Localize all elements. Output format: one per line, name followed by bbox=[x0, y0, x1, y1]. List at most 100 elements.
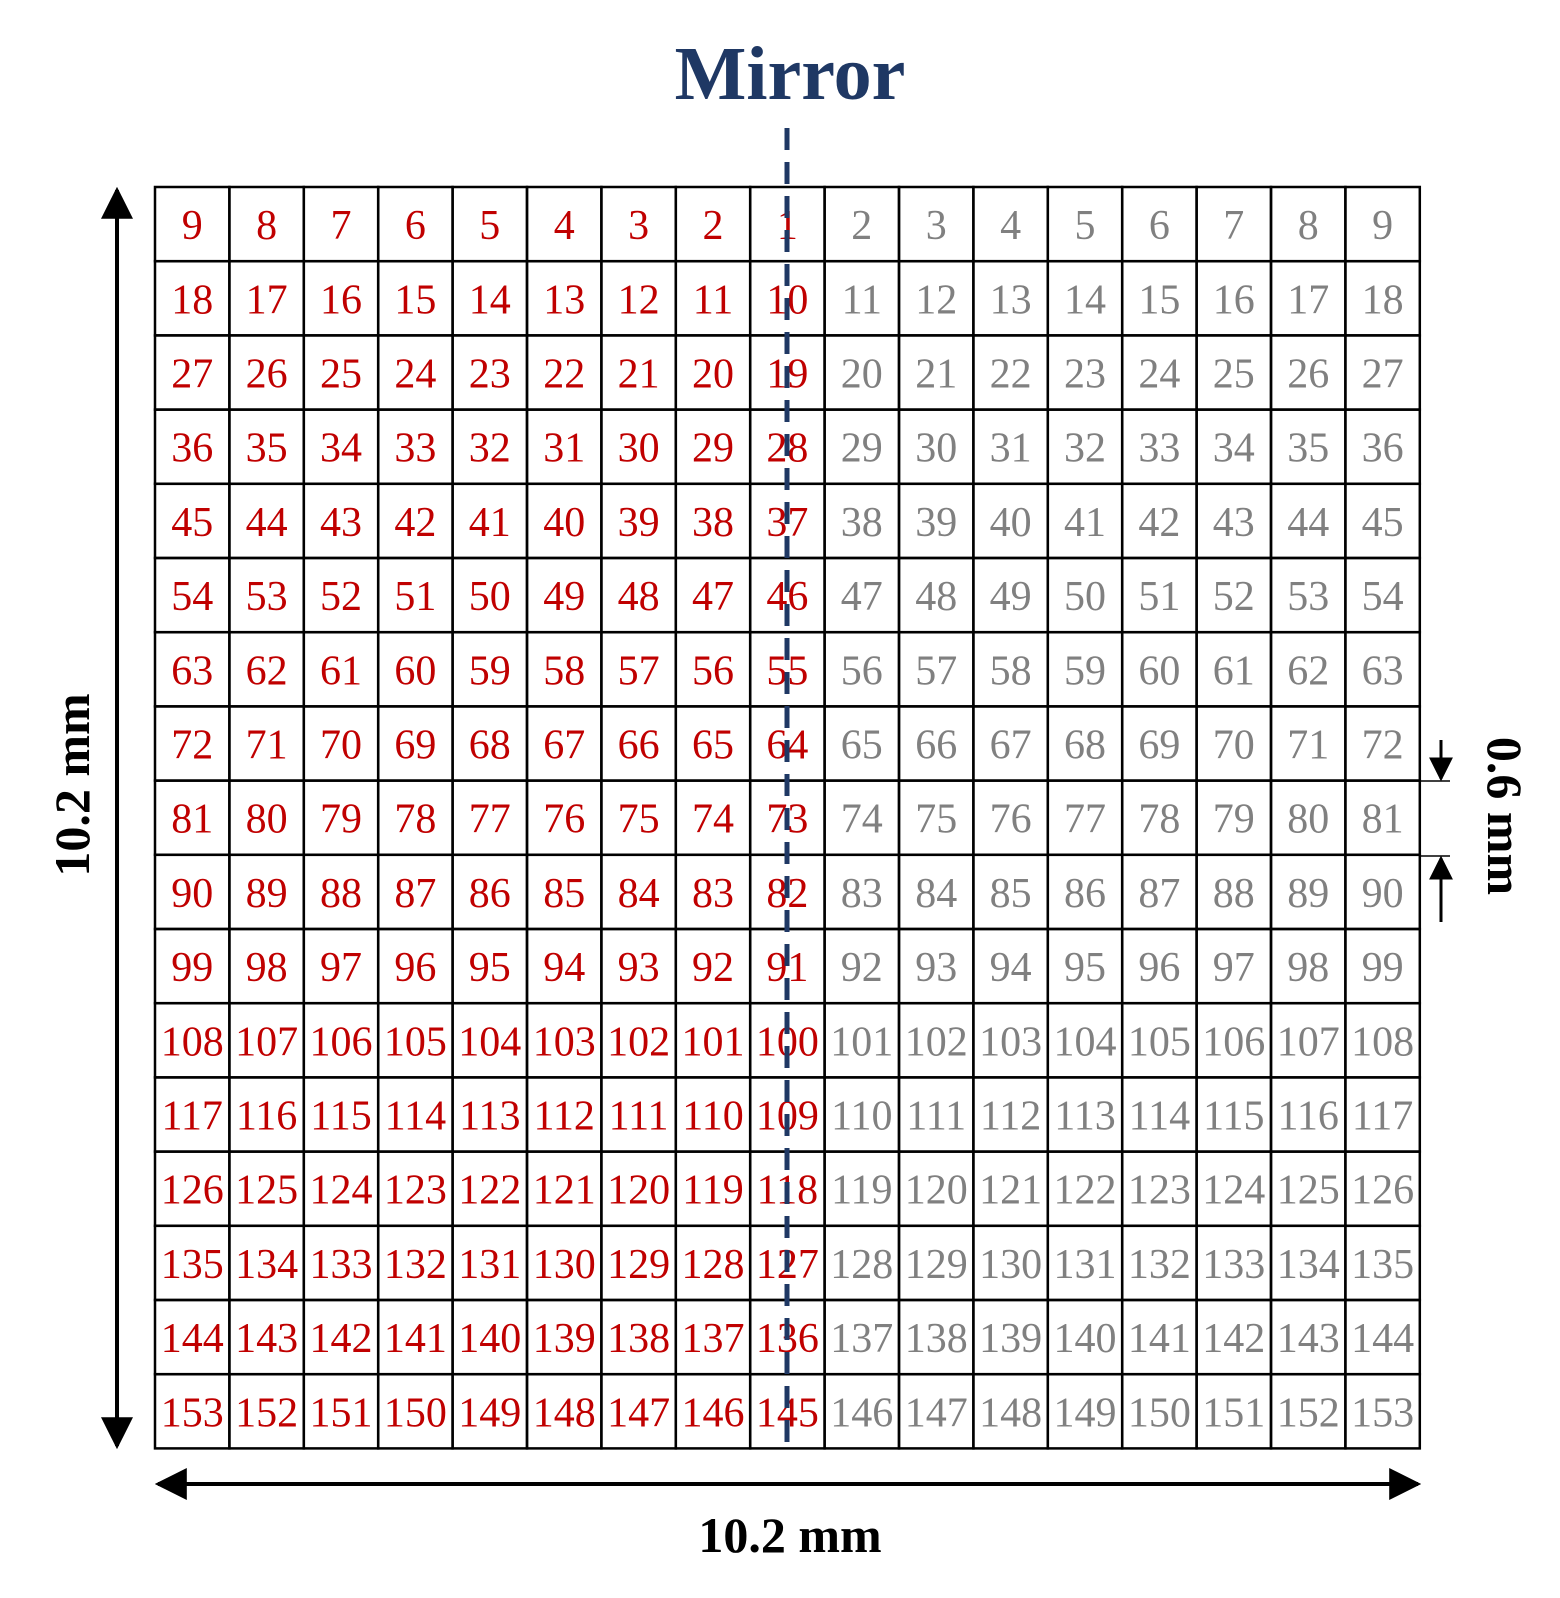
cell-number: 54 bbox=[171, 574, 213, 620]
cell-number: 62 bbox=[246, 648, 288, 694]
cell-number: 128 bbox=[830, 1242, 893, 1288]
cell-number: 39 bbox=[618, 500, 660, 546]
cell-number: 33 bbox=[394, 426, 436, 472]
cell-number: 6 bbox=[405, 203, 426, 249]
cell-number: 133 bbox=[310, 1242, 373, 1288]
cell-number: 3 bbox=[926, 203, 947, 249]
cell-number: 35 bbox=[246, 426, 288, 472]
cell-number: 47 bbox=[841, 574, 883, 620]
cell-number: 97 bbox=[1213, 945, 1255, 991]
cell-number: 9 bbox=[1372, 203, 1393, 249]
cell-number: 99 bbox=[171, 945, 213, 991]
cell-number: 27 bbox=[1362, 352, 1404, 398]
cell-number: 101 bbox=[830, 1019, 893, 1065]
cell-number: 8 bbox=[256, 203, 277, 249]
cell-number: 151 bbox=[310, 1390, 373, 1436]
cell-number: 135 bbox=[161, 1242, 224, 1288]
cell-number: 42 bbox=[394, 500, 436, 546]
cell-number: 57 bbox=[915, 648, 957, 694]
cell-number: 76 bbox=[990, 797, 1032, 843]
cell-number: 141 bbox=[1128, 1316, 1191, 1362]
cell-number: 110 bbox=[831, 1094, 892, 1140]
cell-number: 20 bbox=[841, 352, 883, 398]
cell-number: 140 bbox=[1054, 1316, 1117, 1362]
cell-number: 79 bbox=[1213, 797, 1255, 843]
cell-number: 56 bbox=[841, 648, 883, 694]
cell-number: 30 bbox=[915, 426, 957, 472]
cell-number: 122 bbox=[458, 1168, 521, 1214]
cell-number: 1 bbox=[777, 203, 798, 249]
cell-number: 131 bbox=[458, 1242, 521, 1288]
cell-number: 106 bbox=[1202, 1019, 1265, 1065]
cell-number: 27 bbox=[171, 352, 213, 398]
cell-number: 41 bbox=[469, 500, 511, 546]
cell-number: 141 bbox=[384, 1316, 447, 1362]
cell-number: 144 bbox=[161, 1316, 224, 1362]
cell-number: 92 bbox=[692, 945, 734, 991]
cell-number: 43 bbox=[1213, 500, 1255, 546]
cell-number: 57 bbox=[618, 648, 660, 694]
cell-number: 59 bbox=[469, 648, 511, 694]
cell-number: 115 bbox=[1203, 1094, 1264, 1140]
cell-number: 49 bbox=[990, 574, 1032, 620]
cell-number: 90 bbox=[1362, 871, 1404, 917]
cell-number: 134 bbox=[235, 1242, 298, 1288]
cell-number: 8 bbox=[1298, 203, 1319, 249]
cell-number: 120 bbox=[905, 1168, 968, 1214]
cell-number: 36 bbox=[1362, 426, 1404, 472]
cell-number: 152 bbox=[1277, 1390, 1340, 1436]
cell-number: 92 bbox=[841, 945, 883, 991]
cell-number: 89 bbox=[246, 871, 288, 917]
cell-number: 40 bbox=[990, 500, 1032, 546]
cell-number: 21 bbox=[915, 352, 957, 398]
cell-number: 2 bbox=[851, 203, 872, 249]
cell-number: 93 bbox=[618, 945, 660, 991]
cell-number: 107 bbox=[1277, 1019, 1340, 1065]
cell-number: 95 bbox=[1064, 945, 1106, 991]
cell-number: 146 bbox=[830, 1390, 893, 1436]
cell-number: 23 bbox=[469, 352, 511, 398]
mirror-title: Mirror bbox=[675, 32, 906, 116]
cell-number: 74 bbox=[692, 797, 734, 843]
cell-number: 74 bbox=[841, 797, 883, 843]
cell-number: 152 bbox=[235, 1390, 298, 1436]
cell-number: 153 bbox=[1351, 1390, 1414, 1436]
cell-number: 16 bbox=[320, 277, 362, 323]
cell-number: 94 bbox=[543, 945, 585, 991]
cell-number: 119 bbox=[682, 1168, 743, 1214]
cell-number: 58 bbox=[543, 648, 585, 694]
cell-number: 48 bbox=[915, 574, 957, 620]
cell-number: 7 bbox=[331, 203, 352, 249]
cell-number: 108 bbox=[161, 1019, 224, 1065]
cell-number: 148 bbox=[979, 1390, 1042, 1436]
cell-number: 119 bbox=[831, 1168, 892, 1214]
cell-number: 88 bbox=[1213, 871, 1255, 917]
cell-number: 75 bbox=[618, 797, 660, 843]
cell-number: 139 bbox=[533, 1316, 596, 1362]
cell-number: 22 bbox=[543, 352, 585, 398]
cell-number: 85 bbox=[990, 871, 1032, 917]
cell-number: 147 bbox=[905, 1390, 968, 1436]
cell-number: 48 bbox=[618, 574, 660, 620]
cell-number: 102 bbox=[607, 1019, 670, 1065]
cell-number: 51 bbox=[1138, 574, 1180, 620]
cell-number: 58 bbox=[990, 648, 1032, 694]
cell-number: 59 bbox=[1064, 648, 1106, 694]
cell-number: 125 bbox=[235, 1168, 298, 1214]
cell-number: 23 bbox=[1064, 352, 1106, 398]
cell-number: 132 bbox=[384, 1242, 447, 1288]
cell-number: 26 bbox=[1287, 352, 1329, 398]
cell-number: 111 bbox=[906, 1094, 966, 1140]
cell-number: 60 bbox=[394, 648, 436, 694]
cell-number: 80 bbox=[246, 797, 288, 843]
cell-number: 148 bbox=[533, 1390, 596, 1436]
cell-number: 32 bbox=[469, 426, 511, 472]
cell-number: 24 bbox=[394, 352, 436, 398]
cell-number: 151 bbox=[1202, 1390, 1265, 1436]
cell-number: 53 bbox=[246, 574, 288, 620]
cell-number: 130 bbox=[979, 1242, 1042, 1288]
cell-number: 14 bbox=[469, 277, 511, 323]
cell-number: 71 bbox=[246, 723, 288, 769]
cell-number: 18 bbox=[171, 277, 213, 323]
